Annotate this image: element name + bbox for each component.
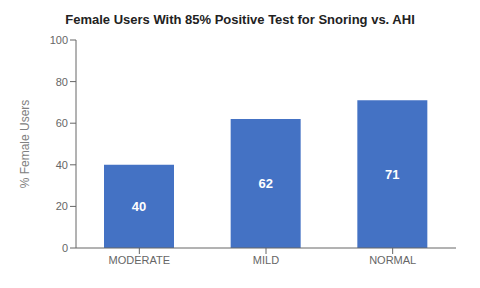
svg-text:100: 100: [50, 34, 68, 46]
svg-text:80: 80: [56, 76, 68, 88]
svg-text:0: 0: [62, 242, 68, 254]
svg-text:40: 40: [56, 159, 68, 171]
svg-text:MODERATE: MODERATE: [109, 254, 171, 266]
svg-text:% Female Users: % Female Users: [18, 100, 32, 189]
svg-text:71: 71: [385, 167, 399, 182]
svg-text:20: 20: [56, 200, 68, 212]
svg-text:NORMAL: NORMAL: [369, 254, 416, 266]
svg-text:40: 40: [132, 199, 146, 214]
html-text:Female Users With 85% Positive: Female Users With 85% Positive Test for …: [65, 12, 415, 27]
svg-text:MILD: MILD: [253, 254, 279, 266]
svg-text:60: 60: [56, 117, 68, 129]
svg-text:62: 62: [258, 176, 272, 191]
